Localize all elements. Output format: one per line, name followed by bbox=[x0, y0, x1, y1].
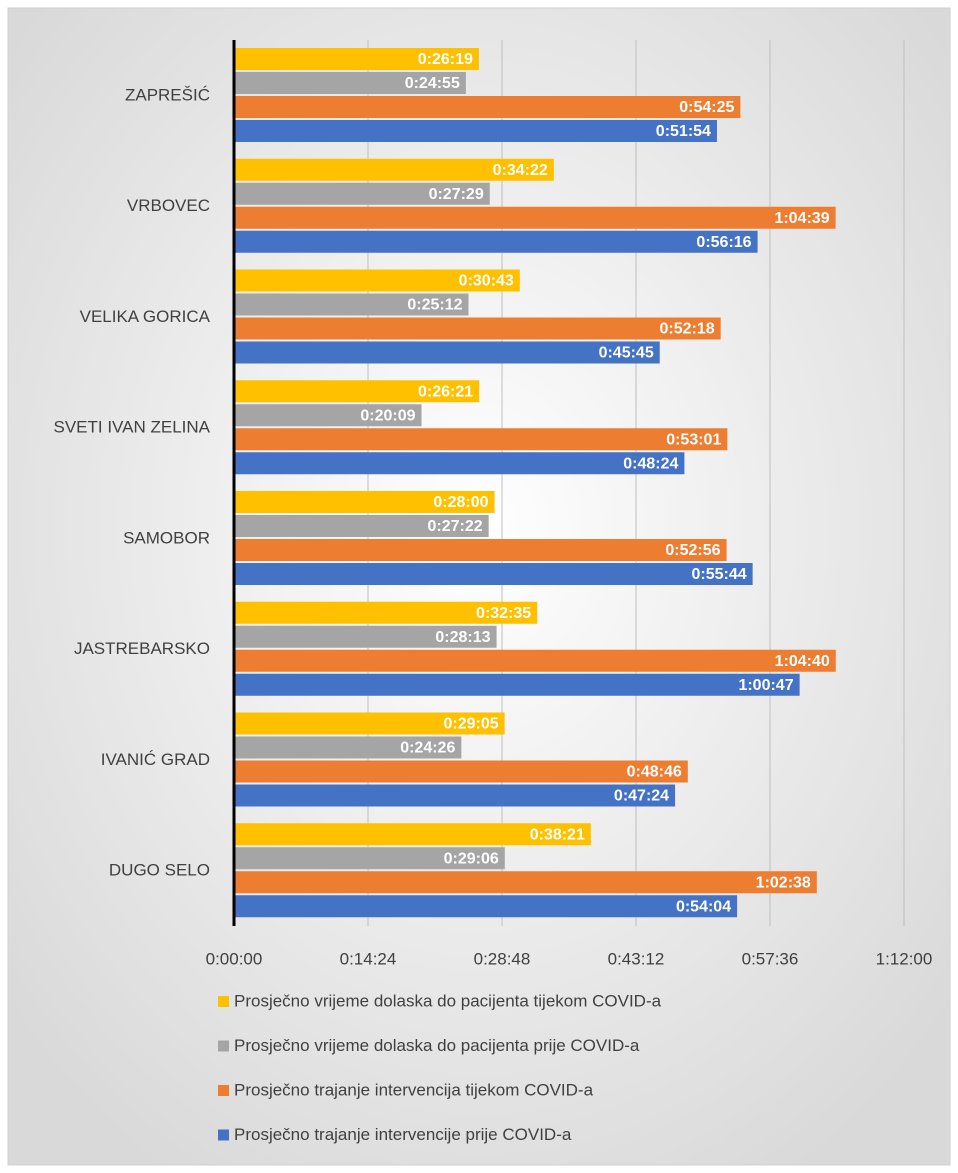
bar bbox=[234, 847, 505, 870]
bar bbox=[234, 895, 738, 918]
bar bbox=[234, 120, 717, 142]
y-tick-label: VELIKA GORICA bbox=[80, 307, 211, 326]
value-label: 0:52:56 bbox=[665, 542, 720, 559]
value-label: 0:30:43 bbox=[459, 273, 514, 290]
bar bbox=[234, 649, 836, 672]
y-tick-label: VRBOVEC bbox=[127, 196, 210, 215]
value-label: 1:00:47 bbox=[738, 677, 793, 694]
value-label: 0:20:09 bbox=[360, 407, 415, 424]
bar bbox=[234, 539, 727, 561]
value-label: 0:25:12 bbox=[407, 297, 462, 314]
bar bbox=[234, 515, 489, 537]
y-tick-label: SAMOBOR bbox=[123, 528, 210, 547]
value-label: 0:29:05 bbox=[443, 716, 498, 733]
value-label: 0:32:35 bbox=[476, 605, 531, 622]
value-label: 0:29:06 bbox=[444, 850, 499, 867]
bar bbox=[234, 673, 800, 696]
bar bbox=[234, 182, 490, 205]
y-tick-label: IVANIĆ GRAD bbox=[101, 750, 210, 769]
bar bbox=[234, 491, 495, 513]
value-label: 1:02:38 bbox=[756, 874, 811, 891]
value-label: 1:04:40 bbox=[775, 653, 830, 670]
bar bbox=[234, 380, 480, 403]
value-label: 0:47:24 bbox=[614, 788, 669, 805]
legend-swatch bbox=[218, 1085, 229, 1096]
x-tick-label: 0:28:48 bbox=[474, 949, 531, 968]
value-label: 0:27:29 bbox=[429, 186, 484, 203]
value-label: 0:24:55 bbox=[405, 75, 460, 92]
value-label: 0:48:24 bbox=[623, 455, 678, 472]
value-label: 0:28:13 bbox=[435, 629, 490, 646]
x-tick-label: 0:00:00 bbox=[206, 949, 263, 968]
x-tick-label: 1:12:00 bbox=[876, 949, 933, 968]
bar bbox=[234, 48, 479, 70]
value-label: 0:53:01 bbox=[666, 431, 721, 448]
bar bbox=[234, 625, 497, 648]
legend-swatch bbox=[218, 1040, 229, 1052]
bar bbox=[234, 293, 469, 316]
value-label: 0:38:21 bbox=[530, 826, 585, 843]
bar bbox=[234, 317, 721, 340]
value-label: 0:27:22 bbox=[428, 518, 483, 535]
value-label: 0:52:18 bbox=[660, 321, 715, 338]
value-label: 0:26:21 bbox=[418, 383, 473, 400]
bar bbox=[234, 823, 591, 846]
bar bbox=[234, 563, 753, 585]
bar bbox=[234, 784, 676, 807]
value-label: 0:24:26 bbox=[400, 740, 455, 757]
bar bbox=[234, 712, 505, 735]
value-label: 1:04:39 bbox=[774, 210, 829, 227]
legend-swatch bbox=[218, 996, 229, 1007]
value-label: 0:55:44 bbox=[691, 566, 746, 583]
value-label: 0:54:25 bbox=[679, 99, 734, 116]
y-tick-label: SVETI IVAN ZELINA bbox=[53, 418, 210, 437]
bar bbox=[234, 404, 422, 427]
bar bbox=[234, 601, 538, 624]
bar bbox=[234, 760, 688, 783]
bar bbox=[234, 96, 741, 118]
value-label: 0:54:04 bbox=[676, 898, 731, 915]
value-label: 0:45:45 bbox=[599, 345, 654, 362]
value-label: 0:34:22 bbox=[493, 162, 548, 179]
bar bbox=[234, 341, 660, 364]
legend-label: Prosječno vrijeme dolaska do pacijenta p… bbox=[234, 1036, 640, 1055]
value-label: 0:26:19 bbox=[418, 51, 473, 68]
bar bbox=[234, 158, 554, 181]
bar bbox=[234, 428, 728, 451]
bar bbox=[234, 72, 466, 94]
value-label: 0:56:16 bbox=[696, 234, 751, 251]
y-tick-label: DUGO SELO bbox=[109, 861, 210, 880]
x-tick-label: 0:57:36 bbox=[742, 949, 799, 968]
x-tick-label: 0:43:12 bbox=[608, 949, 665, 968]
value-label: 0:28:00 bbox=[433, 494, 488, 511]
legend-swatch bbox=[218, 1129, 229, 1141]
value-label: 0:51:54 bbox=[656, 123, 711, 140]
bar bbox=[234, 230, 758, 253]
bar bbox=[234, 452, 685, 475]
y-tick-label: JASTREBARSKO bbox=[74, 639, 210, 658]
x-tick-label: 0:14:24 bbox=[340, 949, 397, 968]
value-label: 0:48:46 bbox=[627, 764, 682, 781]
legend-label: Prosječno trajanje intervencije prije CO… bbox=[234, 1125, 572, 1144]
bar bbox=[234, 269, 520, 292]
bar bbox=[234, 871, 817, 894]
bar bbox=[234, 206, 836, 229]
legend-label: Prosječno vrijeme dolaska do pacijenta t… bbox=[234, 991, 662, 1010]
bar bbox=[234, 736, 462, 759]
legend-label: Prosječno trajanje intervencija tijekom … bbox=[234, 1080, 594, 1099]
y-tick-label: ZAPREŠIĆ bbox=[125, 85, 210, 104]
